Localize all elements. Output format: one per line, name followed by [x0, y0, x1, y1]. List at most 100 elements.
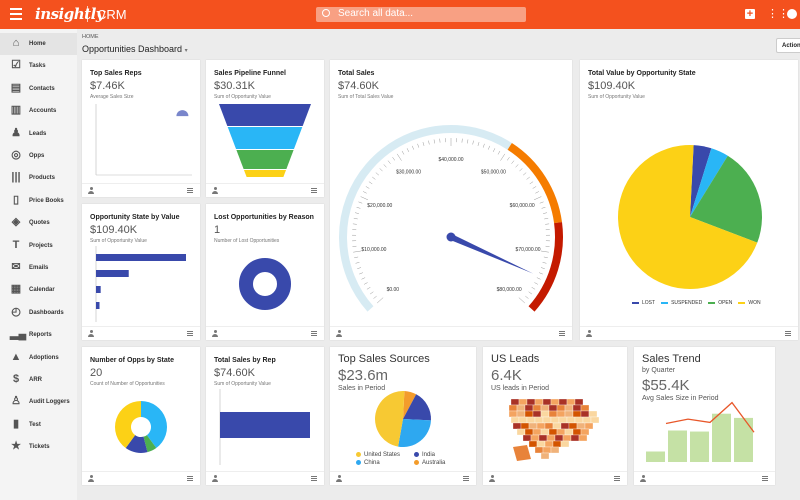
sidebar-item-tasks[interactable]: ☑ Tasks: [0, 55, 77, 77]
data-point[interactable]: [176, 110, 189, 117]
owner-icon[interactable]: [88, 475, 94, 482]
sidebar-item-calendar[interactable]: ▦ Calendar: [0, 279, 77, 301]
breadcrumb[interactable]: HOME: [82, 34, 99, 40]
list-view-icon[interactable]: [614, 476, 620, 481]
sidebar-item-dashboards[interactable]: ◴ Dashboards: [0, 302, 77, 324]
pie-slice-china[interactable]: [398, 419, 431, 447]
page-title[interactable]: Opportunities Dashboard ▾: [82, 44, 188, 54]
sidebar-item-reports[interactable]: ▂▄ Reports: [0, 324, 77, 346]
widget-title[interactable]: Sales Pipeline Funnel: [214, 70, 286, 77]
list-view-icon[interactable]: [187, 331, 193, 336]
donut-slice[interactable]: [115, 401, 141, 449]
pie-slice-won[interactable]: [618, 145, 758, 289]
pie-slice-australia[interactable]: [403, 391, 417, 419]
sidebar-item-arr[interactable]: $ ARR: [0, 369, 77, 391]
funnel-stage[interactable]: [236, 150, 294, 169]
list-view-icon[interactable]: [785, 331, 791, 336]
list-view-icon[interactable]: [311, 188, 317, 193]
donut-slice[interactable]: [141, 401, 167, 449]
sidebar-item-projects[interactable]: T Projects: [0, 235, 77, 257]
sidebar-item-price-books[interactable]: ▯ Price Books: [0, 190, 77, 212]
sidebar-item-label: Projects: [29, 242, 53, 249]
legend-item[interactable]: LOST: [626, 300, 655, 306]
list-view-icon[interactable]: [311, 331, 317, 336]
legend-item[interactable]: SUSPENDED: [655, 300, 702, 306]
sidebar-item-emails[interactable]: ✉ Emails: [0, 257, 77, 279]
legend-item[interactable]: OPEN: [702, 300, 732, 306]
bar[interactable]: [734, 417, 753, 462]
widget-title[interactable]: Total Sales by Rep: [214, 357, 276, 364]
gauge-tick: [365, 186, 370, 189]
widget-title[interactable]: US Leads: [491, 353, 540, 365]
sidebar-item-opps[interactable]: ◎ Opps: [0, 145, 77, 167]
us-map[interactable]: [508, 398, 600, 461]
bar[interactable]: [712, 413, 731, 462]
sidebar-item-products[interactable]: ||| Products: [0, 167, 77, 189]
owner-icon[interactable]: [212, 475, 218, 482]
add-icon[interactable]: +: [745, 8, 755, 20]
funnel-stage[interactable]: [243, 170, 287, 177]
legend-item[interactable]: Australia: [414, 459, 464, 467]
list-view-icon[interactable]: [311, 476, 317, 481]
funnel-stage[interactable]: [227, 127, 303, 149]
bar[interactable]: [96, 254, 186, 261]
owner-icon[interactable]: [586, 330, 592, 337]
actions-button[interactable]: Actions: [776, 38, 800, 53]
apps-grid-icon[interactable]: ⋮⋮: [767, 8, 789, 20]
search-input[interactable]: Search all data...: [316, 7, 526, 22]
sidebar-item-contacts[interactable]: ▤ Contacts: [0, 78, 77, 100]
funnel-stage[interactable]: [219, 104, 311, 126]
sidebar-item-leads[interactable]: ♟ Leads: [0, 123, 77, 145]
pie-slice-lost[interactable]: [690, 145, 712, 217]
list-view-icon[interactable]: [187, 476, 193, 481]
legend-item[interactable]: WON: [732, 300, 761, 306]
legend-item[interactable]: China: [356, 459, 414, 467]
owner-icon[interactable]: [212, 187, 218, 194]
widget-title[interactable]: Top Sales Reps: [90, 70, 142, 77]
list-view-icon[interactable]: [762, 476, 768, 481]
donut-slice[interactable]: [143, 435, 157, 453]
widget-title[interactable]: Top Sales Sources: [338, 353, 430, 365]
owner-icon[interactable]: [212, 330, 218, 337]
sidebar-item-adoptions[interactable]: ▲ Adoptions: [0, 347, 77, 369]
pie-slice-united-states[interactable]: [375, 391, 405, 447]
avatar[interactable]: [787, 9, 797, 19]
pie-slice-open[interactable]: [690, 155, 762, 243]
sidebar-item-audit-loggers[interactable]: ♙ Audit Loggers: [0, 391, 77, 413]
sidebar-item-tickets[interactable]: ★ Tickets: [0, 436, 77, 458]
bar[interactable]: [668, 430, 687, 463]
sidebar-item-test[interactable]: ▮ Test: [0, 414, 77, 436]
bar[interactable]: [96, 286, 101, 293]
owner-icon[interactable]: [88, 330, 94, 337]
owner-icon[interactable]: [88, 187, 94, 194]
donut-slice[interactable]: [239, 258, 291, 310]
sidebar-item-accounts[interactable]: ▥ Accounts: [0, 100, 77, 122]
widget-title[interactable]: Total Value by Opportunity State: [588, 70, 696, 77]
owner-icon[interactable]: [336, 330, 342, 337]
pie-slice-india[interactable]: [403, 394, 431, 421]
list-view-icon[interactable]: [559, 331, 565, 336]
owner-icon[interactable]: [640, 475, 646, 482]
bar[interactable]: [96, 302, 100, 309]
bar[interactable]: [690, 431, 709, 462]
sidebar-item-home[interactable]: ⌂ Home: [0, 33, 77, 55]
widget-title[interactable]: Number of Opps by State: [90, 357, 175, 364]
legend-item[interactable]: United States: [356, 451, 414, 459]
bar[interactable]: [96, 270, 129, 277]
pie-slice-suspended[interactable]: [690, 148, 728, 217]
hamburger-menu-icon[interactable]: [10, 8, 22, 20]
bar[interactable]: [646, 451, 665, 463]
sidebar-item-quotes[interactable]: ◈ Quotes: [0, 212, 77, 234]
bar[interactable]: [220, 412, 310, 438]
legend-item[interactable]: India: [414, 451, 464, 459]
widget-title[interactable]: Total Sales: [338, 70, 375, 77]
list-view-icon[interactable]: [463, 476, 469, 481]
owner-icon[interactable]: [336, 475, 342, 482]
widget-title[interactable]: Sales Trend: [642, 353, 701, 365]
widget-title[interactable]: Lost Opportunities by Reason: [214, 214, 314, 221]
widget-title[interactable]: Opportunity State by Value: [90, 214, 180, 221]
donut-slice[interactable]: [125, 435, 148, 453]
list-view-icon[interactable]: [187, 188, 193, 193]
owner-icon[interactable]: [489, 475, 495, 482]
insightly-logo[interactable]: insightly: [35, 5, 104, 23]
